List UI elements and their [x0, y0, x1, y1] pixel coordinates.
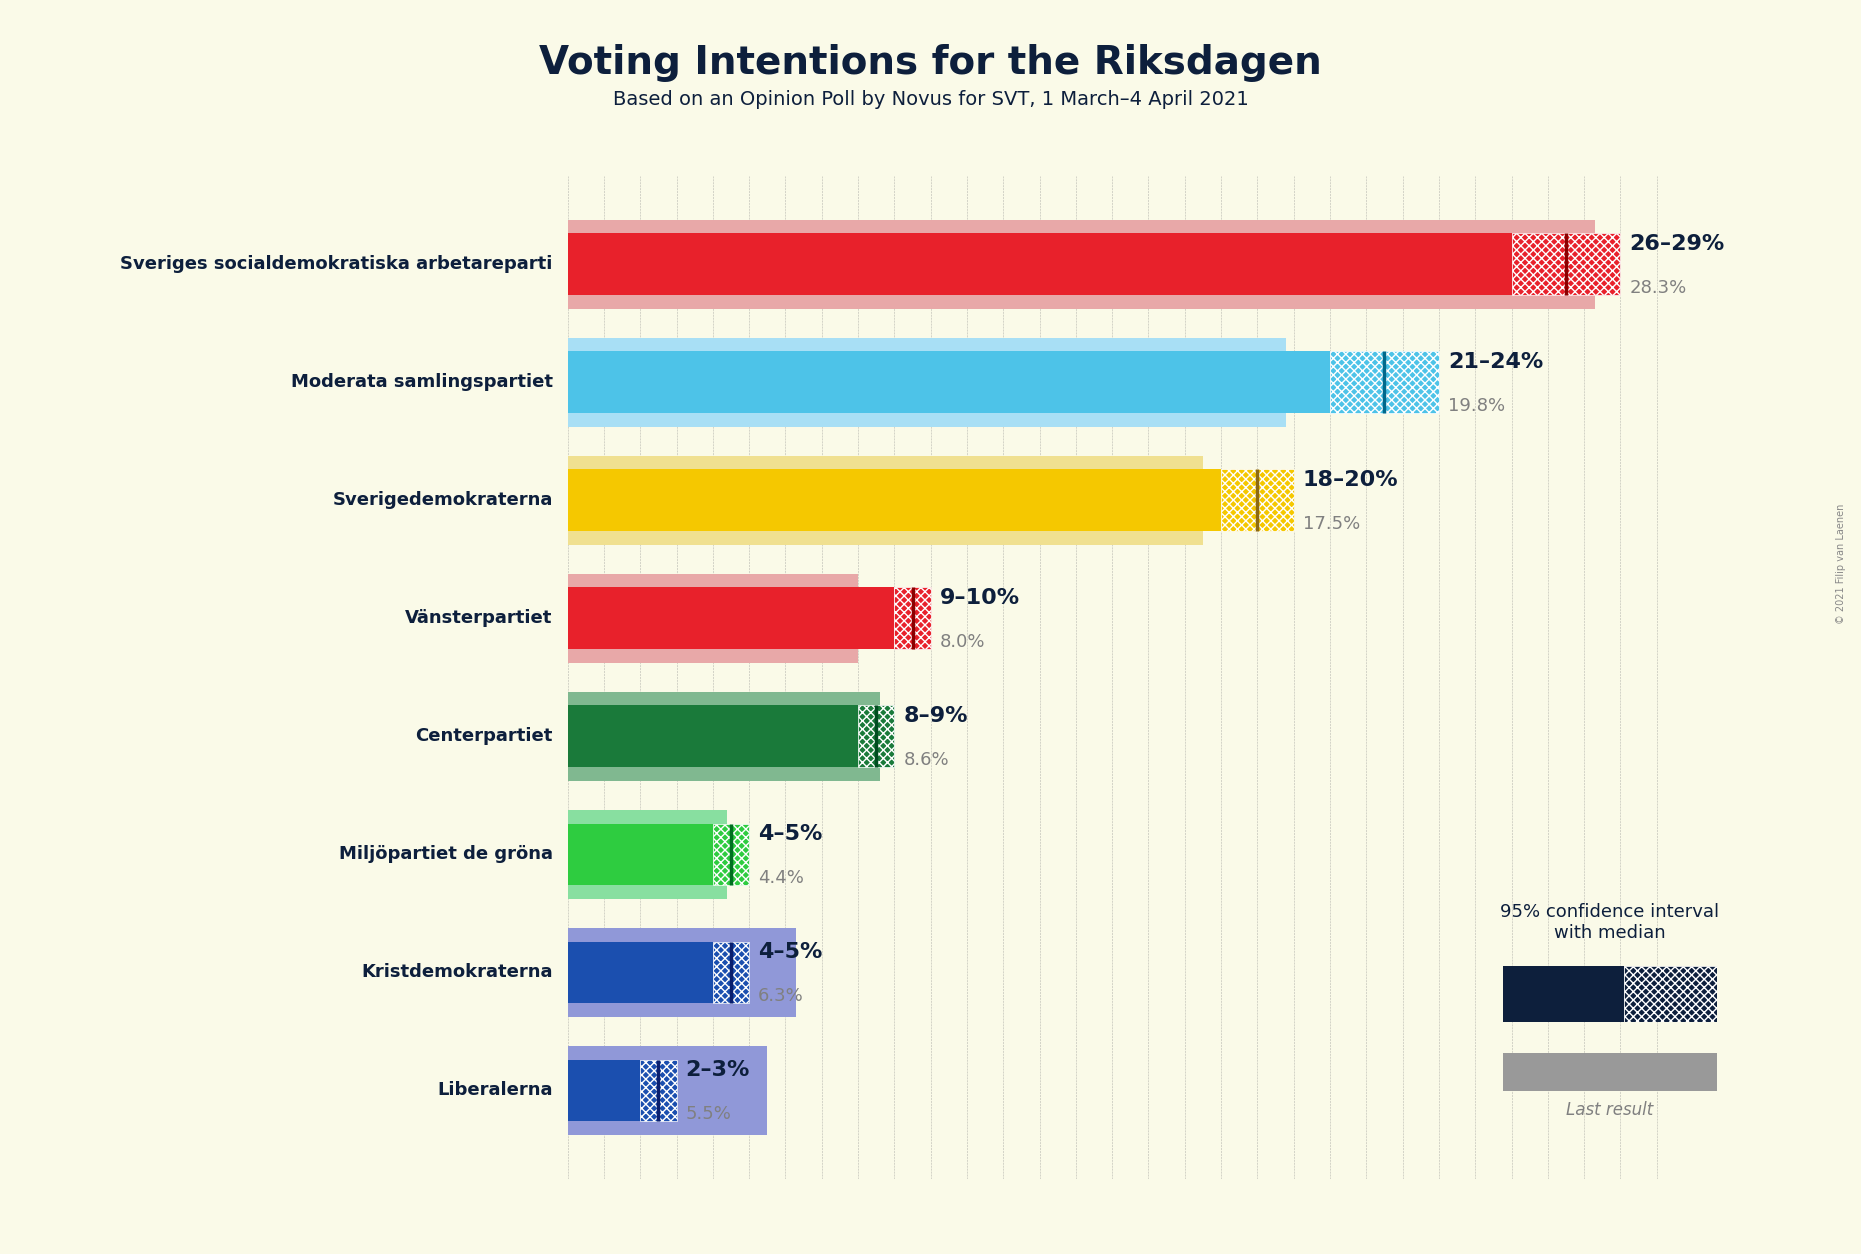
- Bar: [1623, 966, 1718, 1022]
- Text: 28.3%: 28.3%: [1630, 278, 1686, 297]
- Text: 5.5%: 5.5%: [685, 1105, 731, 1122]
- Bar: [1504, 966, 1623, 1022]
- Text: Sveriges socialdemokratiska arbetareparti: Sveriges socialdemokratiska arbetarepart…: [121, 255, 553, 273]
- Bar: [640, 1060, 677, 1121]
- Text: 2–3%: 2–3%: [685, 1060, 750, 1080]
- Bar: [568, 942, 713, 1003]
- Text: 18–20%: 18–20%: [1303, 470, 1398, 490]
- Bar: [895, 587, 930, 648]
- Bar: [568, 337, 1286, 426]
- Bar: [568, 455, 1202, 544]
- Bar: [568, 587, 895, 648]
- Bar: [568, 1060, 640, 1121]
- Text: © 2021 Filip van Laenen: © 2021 Filip van Laenen: [1837, 504, 1846, 624]
- Bar: [713, 942, 750, 1003]
- Text: 4–5%: 4–5%: [757, 824, 823, 844]
- Text: 95% confidence interval
with median: 95% confidence interval with median: [1500, 903, 1720, 942]
- Bar: [568, 469, 1221, 530]
- Bar: [568, 1046, 767, 1135]
- Text: 8.0%: 8.0%: [940, 633, 984, 651]
- Text: 8.6%: 8.6%: [903, 751, 949, 769]
- Bar: [858, 706, 895, 767]
- Text: Kristdemokraterna: Kristdemokraterna: [361, 963, 553, 981]
- Bar: [568, 233, 1511, 295]
- Text: Last result: Last result: [1567, 1101, 1653, 1119]
- Bar: [568, 219, 1595, 308]
- Text: 19.8%: 19.8%: [1448, 396, 1506, 415]
- Bar: [568, 573, 858, 662]
- Text: 8–9%: 8–9%: [903, 706, 968, 726]
- Bar: [568, 810, 728, 899]
- Bar: [568, 692, 880, 781]
- Text: Moderata samlingspartiet: Moderata samlingspartiet: [290, 374, 553, 391]
- Text: 17.5%: 17.5%: [1303, 514, 1360, 533]
- Text: Centerpartiet: Centerpartiet: [415, 727, 553, 745]
- Text: Based on an Opinion Poll by Novus for SVT, 1 March–4 April 2021: Based on an Opinion Poll by Novus for SV…: [612, 90, 1249, 109]
- Text: Miljöpartiet de gröna: Miljöpartiet de gröna: [339, 845, 553, 863]
- Text: Vänsterpartiet: Vänsterpartiet: [406, 609, 553, 627]
- Bar: [568, 928, 797, 1017]
- Bar: [1331, 351, 1439, 413]
- Text: 9–10%: 9–10%: [940, 588, 1020, 608]
- Text: Sverigedemokraterna: Sverigedemokraterna: [333, 492, 553, 509]
- Text: 21–24%: 21–24%: [1448, 352, 1543, 372]
- Bar: [568, 706, 858, 767]
- Text: Liberalerna: Liberalerna: [437, 1081, 553, 1100]
- Bar: [568, 351, 1331, 413]
- Bar: [1221, 469, 1293, 530]
- Text: Voting Intentions for the Riksdagen: Voting Intentions for the Riksdagen: [540, 44, 1321, 82]
- Bar: [713, 824, 750, 885]
- Bar: [568, 824, 713, 885]
- Text: 6.3%: 6.3%: [757, 987, 804, 1004]
- Text: 26–29%: 26–29%: [1630, 234, 1725, 255]
- Text: 4–5%: 4–5%: [757, 942, 823, 962]
- Bar: [1511, 233, 1621, 295]
- Text: 4.4%: 4.4%: [757, 869, 804, 887]
